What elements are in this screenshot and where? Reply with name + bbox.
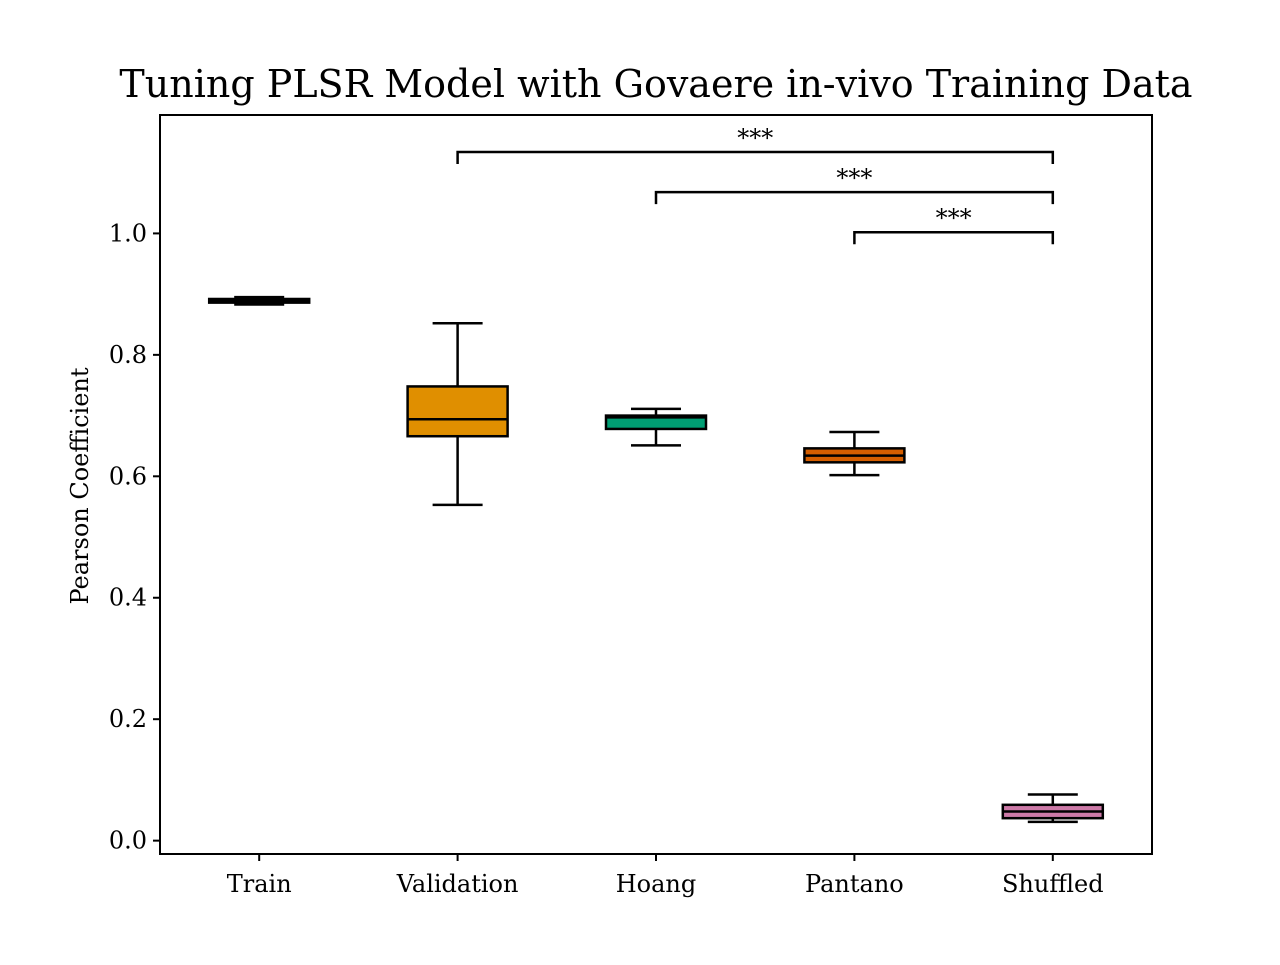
chart-title: Tuning PLSR Model with Govaere in-vivo T… [119,62,1192,106]
y-tick-label: 0.4 [109,584,147,612]
significance-label: *** [936,204,972,232]
y-tick-label: 1.0 [109,219,147,247]
significance-bracket [853,230,1055,245]
x-tick-label: Shuffled [1002,870,1104,898]
y-axis-label: Pearson Coefficient [66,367,94,604]
plot-frame [159,114,1153,855]
x-tick-label: Validation [396,870,519,898]
significance-label: *** [737,124,773,152]
significance-label: *** [836,164,872,192]
y-tick-label: 0.0 [109,827,147,855]
box-hoang [604,414,708,431]
y-tick-label: 0.6 [109,462,147,490]
significance-bracket [654,190,1055,205]
y-tick-label: 0.8 [109,341,147,369]
box-validation [406,385,509,438]
x-tick-label: Pantano [805,870,904,898]
plot-area: 0.0 0.2 0.4 0.6 0.8 1.0 Train Validation Hoang Pa… [109,114,1153,898]
x-tick-label: Hoang [616,870,697,898]
x-tick-label: Train [227,870,292,898]
y-tick-label: 0.2 [109,705,147,733]
significance-bracket [456,150,1055,165]
